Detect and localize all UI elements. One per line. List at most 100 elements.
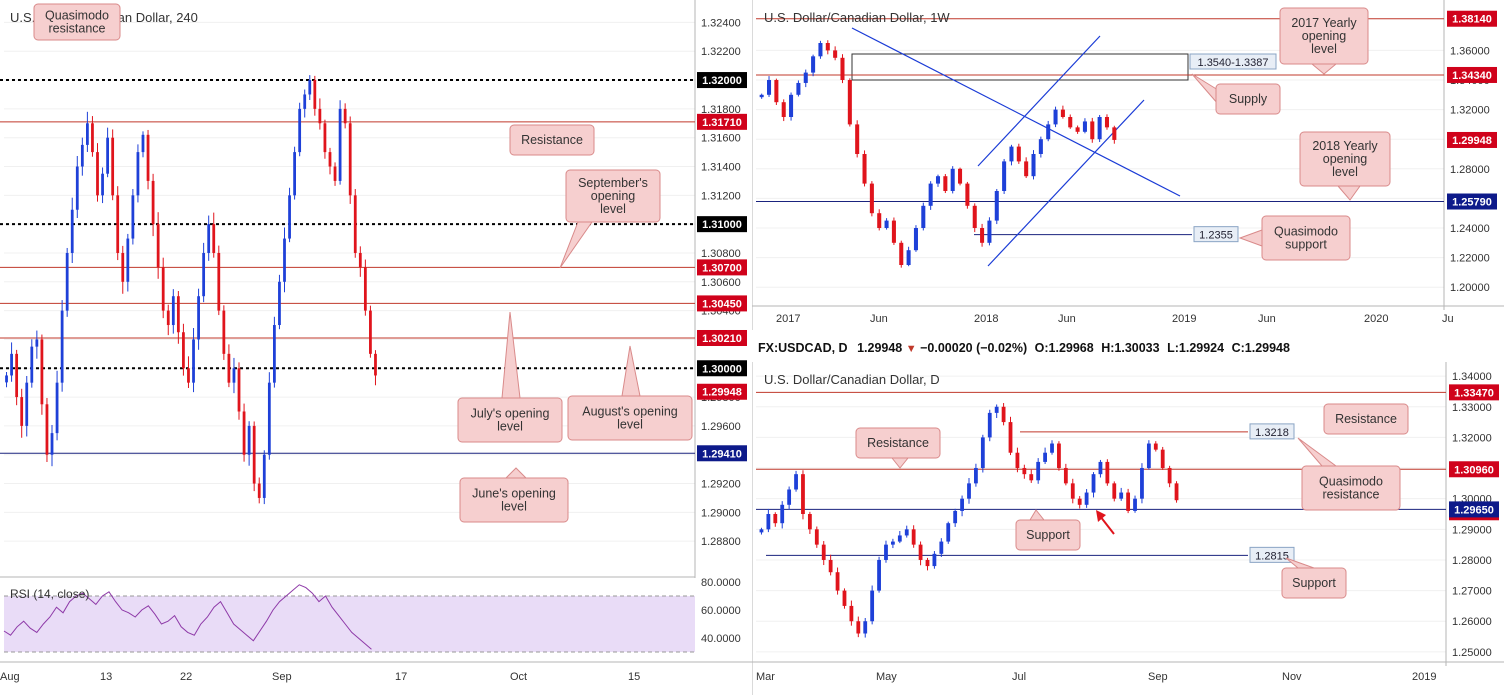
- h4-candle: [318, 108, 322, 124]
- h4-rsi-label: RSI (14, close): [10, 587, 89, 601]
- h4-candle: [161, 267, 165, 311]
- h4-candle: [242, 411, 246, 455]
- w-candle: [980, 228, 985, 243]
- h4-candle: [50, 433, 54, 455]
- h4-bg: [0, 0, 752, 695]
- w-candle: [877, 213, 882, 228]
- h4-candle: [353, 195, 357, 253]
- d-y-tick: 1.27000: [1452, 586, 1492, 598]
- h4-candle: [166, 310, 170, 326]
- w-candle: [855, 124, 860, 154]
- h4-callout-september-text: level: [600, 202, 626, 216]
- d-candle: [842, 590, 847, 606]
- daily-chart-panel[interactable]: 1.340001.330001.320001.310001.300001.290…: [751, 362, 1504, 695]
- d-y-tick: 1.26000: [1452, 616, 1492, 628]
- h4-y-tick: 1.32200: [701, 46, 741, 58]
- w-candle: [965, 183, 970, 206]
- w-callout-2017-box: [1279, 7, 1369, 65]
- h4-callout-quasimodo-box: [33, 3, 121, 41]
- daily-low-label: L:: [1167, 341, 1179, 355]
- h4-chart[interactable]: 1.32400 1.32200 1.32000 1.31800 1.31600 1.314…: [0, 0, 752, 695]
- w-candle: [818, 43, 823, 57]
- d-y-tick: 1.33000: [1452, 402, 1492, 414]
- h4-x-tick: Sep: [272, 671, 292, 683]
- h4-level-tag-text: 1.30450: [702, 298, 742, 310]
- h4-candle: [338, 108, 342, 181]
- d-x-tick: Jul: [1012, 671, 1026, 683]
- h4-candle: [80, 144, 84, 167]
- w-callout-qm-box: [1261, 215, 1351, 261]
- d-candle: [1153, 443, 1158, 450]
- h4-callout-resistance: Resistance: [509, 124, 595, 156]
- d-candle: [835, 572, 840, 591]
- w-candle: [994, 191, 999, 221]
- weekly-chart[interactable]: 1.360001.340001.320001.300001.280001.260…: [751, 0, 1504, 330]
- d-candle: [828, 559, 833, 573]
- h4-level-tag: [697, 445, 747, 462]
- h4-candle: [106, 137, 109, 174]
- d-candle: [890, 541, 895, 545]
- h4-candle: [308, 80, 312, 95]
- h4-candle: [35, 339, 39, 347]
- daily-chart[interactable]: 1.340001.330001.320001.310001.300001.290…: [751, 362, 1504, 695]
- h4-candle: [363, 267, 367, 311]
- d-callout-qm-text: Quasimodo: [1319, 475, 1383, 489]
- h4-rsi-line: [3, 584, 372, 650]
- h4-candle: [91, 123, 94, 153]
- h4-candle: [262, 454, 266, 498]
- d-candle: [780, 504, 785, 524]
- w-candle: [1046, 124, 1051, 140]
- h4-candle: [131, 195, 135, 239]
- w-candle: [1090, 121, 1095, 140]
- h4-level-tag-text: 1.31710: [702, 117, 742, 129]
- d-qmr-tag-text: 1.3218: [1255, 427, 1289, 439]
- w-candle: [1002, 161, 1007, 191]
- w-candle: [1068, 117, 1073, 128]
- h4-candle: [369, 310, 372, 354]
- d-candle: [1070, 483, 1075, 499]
- h4-candle: [126, 238, 130, 282]
- h4-candle: [20, 397, 24, 426]
- d-candle: [994, 406, 999, 413]
- d-candle: [1140, 468, 1144, 499]
- h4-candle: [237, 368, 241, 412]
- w-candle: [1075, 127, 1080, 132]
- h4-candle: [60, 310, 64, 383]
- h4-candle: [30, 346, 34, 383]
- w-candle: [774, 80, 779, 103]
- w-price-tag-text: 1.29948: [1452, 135, 1492, 147]
- w-candle: [781, 102, 786, 117]
- h4-callout-july-text: level: [497, 420, 523, 434]
- h4-candle: [313, 80, 317, 109]
- weekly-chart-panel[interactable]: 1.360001.340001.320001.300001.280001.260…: [751, 0, 1504, 330]
- h4-callout-september-text: September's: [578, 176, 648, 190]
- d-callout-support-right: Support: [1281, 557, 1347, 599]
- d-candle: [960, 498, 964, 511]
- h4-chart-panel[interactable]: 1.32400 1.32200 1.32000 1.31800 1.31600 1.314…: [0, 0, 752, 695]
- h4-y-tick: 1.31200: [701, 190, 741, 202]
- d-candle: [1043, 452, 1048, 462]
- daily-close-label: C:: [1231, 341, 1245, 355]
- h4-candle: [348, 123, 352, 196]
- h4-candle: [15, 353, 19, 398]
- w-candle: [1112, 127, 1117, 140]
- w-y-tick: 1.22000: [1450, 253, 1490, 265]
- w-candle: [1060, 109, 1065, 117]
- daily-open-label: O:: [1034, 341, 1049, 355]
- h4-price-tag: [697, 383, 747, 400]
- d-x-tick: Sep: [1148, 671, 1168, 683]
- w-callout-qm-text: Quasimodo: [1274, 225, 1338, 239]
- h4-candle: [207, 224, 211, 253]
- h4-candle: [171, 296, 175, 326]
- w-candle: [1016, 146, 1021, 162]
- d-level-tag-text: 1.30960: [1454, 464, 1494, 476]
- d-candle: [1015, 452, 1020, 469]
- h4-level-tag: [697, 259, 747, 276]
- w-candle: [767, 80, 772, 95]
- h4-candle: [101, 173, 104, 196]
- w-candle: [789, 94, 794, 117]
- d-candle: [918, 544, 923, 560]
